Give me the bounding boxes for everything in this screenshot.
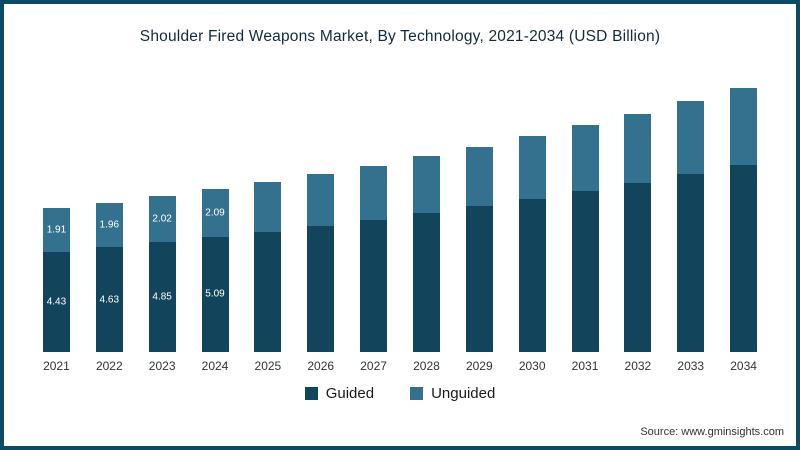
- plot: 4.43 1.91 4.63 1.96 4.85 2.02 5.09 2.09: [30, 80, 770, 352]
- bar-value-label: 4.63: [99, 294, 120, 306]
- bar-segment-unguided: 2.02: [148, 196, 176, 243]
- bar-segment-guided: 4.43: [42, 251, 70, 352]
- bar-segment-unguided: [307, 174, 335, 226]
- x-axis-label: 2026: [307, 359, 335, 373]
- x-axis: 2021 2022 2023 2024 2025 2026 2027 2028 2029 2030…: [30, 359, 770, 373]
- bar-value-label: 1.96: [99, 219, 120, 231]
- bar-segment-guided: [307, 225, 335, 352]
- x-axis-label: 2024: [201, 359, 229, 373]
- x-axis-label: 2029: [465, 359, 493, 373]
- bar-column: [506, 80, 559, 352]
- unguided-swatch-icon: [410, 387, 424, 400]
- bar-column: [294, 80, 347, 352]
- x-axis-label: 2021: [43, 359, 70, 373]
- bar-value-label: 5.09: [205, 288, 225, 300]
- bar-column: 4.43 1.91: [30, 80, 83, 352]
- legend: Guided Unguided: [4, 385, 796, 402]
- bar-segment-guided: [730, 164, 758, 352]
- bar-segment-guided: [571, 191, 599, 352]
- legend-label-unguided: Unguided: [431, 385, 496, 402]
- bar-value-label: 1.91: [46, 224, 67, 236]
- bar-segment-guided: [360, 219, 388, 352]
- bar-segment-unguided: 1.96: [95, 202, 123, 248]
- bar-value-label: 2.09: [205, 207, 225, 219]
- bar-column: [400, 80, 453, 352]
- x-axis-label: 2030: [518, 359, 546, 373]
- x-axis-label: 2033: [677, 359, 705, 373]
- stacked-bar: 4.85 2.02: [148, 196, 176, 352]
- bar-value-label: 2.02: [152, 213, 172, 225]
- bar-value-label: 4.85: [152, 291, 172, 303]
- bar-column: [241, 80, 294, 352]
- bar-segment-guided: [465, 206, 493, 352]
- bar-segment-unguided: [254, 182, 282, 232]
- legend-item-guided: Guided: [304, 385, 375, 402]
- bar-segment-unguided: 1.91: [42, 208, 70, 252]
- stacked-bar: [571, 125, 599, 352]
- bar-column: [717, 80, 770, 352]
- bar-column: 4.85 2.02: [136, 80, 189, 352]
- x-axis-label: 2025: [254, 359, 282, 373]
- x-axis-label: 2022: [95, 359, 123, 373]
- stacked-bar: [465, 146, 493, 352]
- bar-segment-guided: 4.63: [95, 247, 123, 352]
- stacked-bar: [412, 156, 440, 352]
- legend-label-guided: Guided: [325, 385, 375, 402]
- x-axis-label: 2023: [148, 359, 176, 373]
- x-axis-label: 2028: [413, 359, 440, 373]
- bar-segment-guided: [412, 213, 440, 352]
- x-axis-label: 2034: [730, 359, 757, 373]
- bar-segment-unguided: [677, 101, 705, 174]
- bar-segment-unguided: [360, 165, 388, 220]
- bar-segment-guided: [518, 198, 546, 352]
- stacked-bar: 5.09 2.09: [201, 189, 229, 352]
- x-axis-label: 2031: [571, 359, 599, 373]
- bar-segment-unguided: [412, 156, 440, 214]
- bar-segment-guided: [254, 231, 282, 352]
- bar-column: [611, 80, 664, 352]
- stacked-bar: [307, 174, 335, 352]
- bar-column: 4.63 1.96: [83, 80, 136, 352]
- bar-column: [559, 80, 612, 352]
- bar-segment-unguided: [730, 87, 758, 165]
- stacked-bar: [624, 113, 652, 352]
- stacked-bar: 4.63 1.96: [95, 202, 123, 352]
- bar-column: 5.09 2.09: [189, 80, 242, 352]
- stacked-bar: 4.43 1.91: [42, 208, 70, 352]
- stacked-bar: [677, 101, 705, 352]
- chart-title: Shoulder Fired Weapons Market, By Techno…: [139, 28, 661, 45]
- source-attribution: Source: www.gminsights.com: [640, 426, 784, 438]
- bar-segment-guided: [624, 182, 652, 352]
- stacked-bar: [360, 165, 388, 352]
- x-axis-label: 2032: [624, 359, 652, 373]
- x-axis-label: 2027: [360, 359, 387, 373]
- bar-segment-unguided: [465, 146, 493, 207]
- bar-segment-guided: 5.09: [201, 236, 229, 352]
- legend-item-unguided: Unguided: [410, 385, 495, 402]
- stacked-bar: [254, 182, 282, 352]
- bar-column: [664, 80, 717, 352]
- bar-segment-unguided: [624, 113, 652, 183]
- bar-column: [347, 80, 400, 352]
- bar-value-label: 4.43: [46, 296, 67, 308]
- bar-column: [453, 80, 506, 352]
- bar-segment-unguided: [571, 125, 599, 192]
- bar-segment-unguided: [518, 136, 546, 199]
- stacked-bar: [730, 87, 758, 352]
- bar-segment-guided: 4.85: [148, 242, 176, 352]
- bar-segment-unguided: 2.09: [201, 189, 229, 237]
- bar-segment-guided: [677, 173, 705, 352]
- guided-swatch-icon: [304, 387, 318, 400]
- stacked-bar: [518, 136, 546, 352]
